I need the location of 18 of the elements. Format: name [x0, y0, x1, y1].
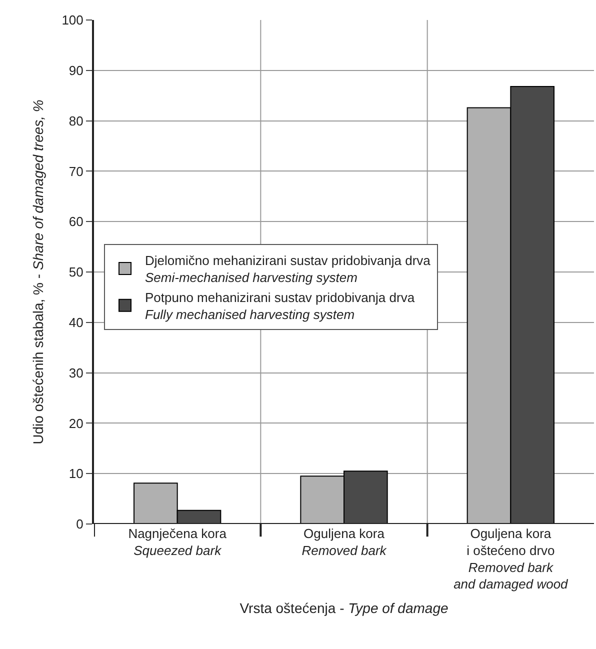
y-tick-label: 100	[62, 12, 84, 28]
y-tick-label: 40	[68, 314, 84, 330]
y-tick-label: 30	[68, 365, 84, 380]
y-tick-label: 10	[68, 466, 84, 482]
x-tick-label: Oguljena kora Removed bark	[302, 526, 388, 558]
legend-label: Djelomično mehanizirani sustav pridobivanja drva Semi-mechanised harvesting system	[145, 253, 432, 286]
y-tick-label: 90	[68, 62, 84, 78]
y-tick-label: 80	[68, 113, 84, 128]
legend-label: Potpuno mehanizirani sustav pridobivanja drva Fully mechanised harvesting system	[145, 290, 416, 322]
x-tick-label: Oguljena kora i oštećeno drvo Removed bark and damaged wood	[454, 526, 569, 592]
y-tick-label: 60	[68, 214, 84, 230]
y-tick-label: 0	[76, 516, 84, 532]
y-tick-label: 20	[68, 416, 84, 431]
x-axis-title: Vrsta oštećenja - Type of damage	[240, 600, 448, 616]
y-tick-label: 50	[68, 264, 84, 280]
x-tick-label: Nagnječena kora Squeezed bark	[128, 526, 228, 558]
y-tick-label: 70	[68, 164, 84, 179]
y-axis-title: Udio oštećenih stabala, % - Share of damaged trees, %	[30, 100, 46, 444]
